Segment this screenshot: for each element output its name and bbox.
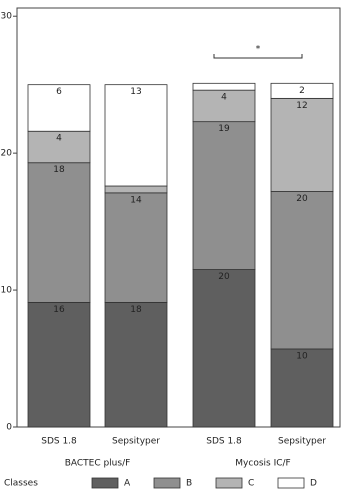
y-tick-label: 10 bbox=[1, 286, 13, 296]
x-tick-label: SDS 1.8 bbox=[206, 437, 242, 447]
bar-segment bbox=[192, 269, 256, 428]
legend-title: Classes bbox=[4, 479, 38, 489]
x-tick-label: Sepsityper bbox=[278, 437, 326, 447]
data-label: 4 bbox=[56, 134, 62, 144]
group-label: Mycosis IC/F bbox=[235, 459, 290, 469]
x-tick-label: SDS 1.8 bbox=[41, 437, 77, 447]
legend-swatch bbox=[91, 477, 119, 489]
bar-segment bbox=[192, 121, 256, 270]
y-tick-label: 30 bbox=[1, 12, 13, 22]
plot-frame bbox=[16, 7, 341, 428]
bar-segment bbox=[104, 84, 168, 187]
bar-segment bbox=[270, 82, 334, 99]
data-label: 20 bbox=[218, 272, 230, 282]
y-tick-label: 0 bbox=[6, 423, 12, 433]
bar-segment bbox=[27, 301, 91, 428]
data-label: 19 bbox=[218, 124, 230, 134]
y-tick-label: 20 bbox=[1, 149, 13, 159]
data-label: 14 bbox=[130, 195, 142, 205]
data-label: 18 bbox=[53, 165, 65, 175]
data-label: 13 bbox=[130, 87, 141, 97]
bar-segment bbox=[104, 301, 168, 428]
data-label: 18 bbox=[130, 305, 142, 315]
legend-swatch bbox=[153, 477, 181, 489]
group-label: BACTEC plus/F bbox=[65, 459, 131, 469]
legend-swatch bbox=[215, 477, 243, 489]
legend-label: D bbox=[310, 479, 317, 489]
bar-segment bbox=[270, 191, 334, 350]
data-label: 20 bbox=[296, 194, 308, 204]
x-tick-label: Sepsityper bbox=[112, 437, 160, 447]
annotation: * bbox=[256, 45, 261, 55]
legend-label: B bbox=[186, 479, 192, 489]
data-label: 10 bbox=[296, 351, 308, 361]
legend-label: A bbox=[124, 479, 131, 489]
significance-bracket bbox=[213, 54, 303, 59]
bar-segment bbox=[27, 130, 91, 164]
bar-segment bbox=[104, 185, 168, 194]
bar-segment bbox=[270, 348, 334, 428]
bar-segment bbox=[192, 89, 256, 123]
data-label: 6 bbox=[56, 87, 62, 97]
legend-label: C bbox=[248, 479, 254, 489]
bar-segment bbox=[270, 97, 334, 192]
legend-swatch bbox=[277, 477, 305, 489]
bar-segment bbox=[104, 192, 168, 303]
data-label: 12 bbox=[296, 101, 307, 111]
data-label: 4 bbox=[221, 93, 227, 103]
bar-segment bbox=[27, 84, 91, 132]
bar-segment bbox=[27, 162, 91, 303]
bar-segment bbox=[192, 82, 256, 91]
data-label: 2 bbox=[299, 86, 305, 96]
data-label: 16 bbox=[53, 305, 65, 315]
